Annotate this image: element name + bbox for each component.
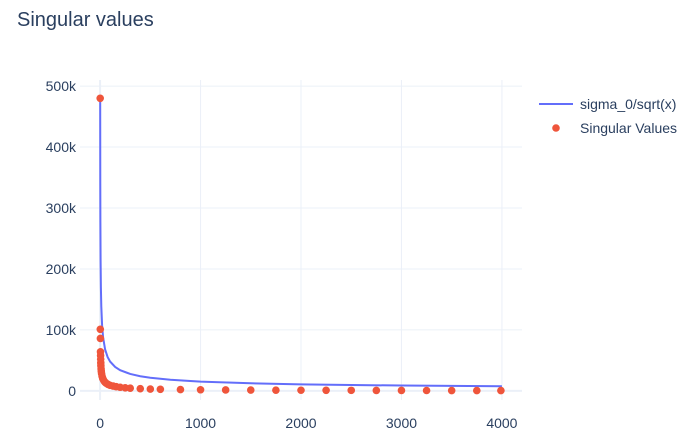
plot-area xyxy=(96,94,505,395)
data-point xyxy=(176,385,185,394)
data-point xyxy=(246,386,255,394)
x-tick-label: 4000 xyxy=(486,415,517,431)
data-point xyxy=(156,385,165,394)
data-point xyxy=(96,94,104,103)
x-tick-label: 2000 xyxy=(285,415,316,431)
data-point xyxy=(272,386,280,394)
data-point xyxy=(322,386,330,395)
data-point xyxy=(347,386,356,395)
y-tick-label: 400k xyxy=(46,139,77,155)
data-point xyxy=(96,334,105,343)
legend-item-label: sigma_0/sqrt(x) xyxy=(580,96,676,112)
data-point xyxy=(397,386,406,395)
data-point xyxy=(146,385,155,393)
data-point xyxy=(422,386,431,395)
data-point xyxy=(447,386,456,395)
data-point xyxy=(297,386,305,395)
data-point xyxy=(497,386,505,395)
data-point xyxy=(96,325,105,334)
y-tick-label: 200k xyxy=(46,261,77,277)
x-tick-label: 0 xyxy=(96,415,104,431)
y-tick-label: 0 xyxy=(68,383,76,399)
axis-ticks: 0 1000 2000 3000 4000 0 100k 200k 300k 400k 500k xyxy=(46,78,518,431)
chart-title: Singular values xyxy=(17,9,154,31)
data-point xyxy=(473,386,481,395)
x-tick-label: 3000 xyxy=(386,415,417,431)
data-point xyxy=(221,386,230,394)
data-point xyxy=(136,384,145,393)
legend[interactable]: sigma_0/sqrt(x) Singular Values xyxy=(539,96,677,136)
y-tick-label: 100k xyxy=(46,322,77,338)
series-line xyxy=(99,98,502,388)
y-tick-label: 500k xyxy=(46,78,77,94)
legend-marker-symbol xyxy=(552,124,560,132)
y-tick-label: 300k xyxy=(46,200,77,216)
legend-item-label: Singular Values xyxy=(580,120,677,136)
data-point xyxy=(372,386,381,395)
data-point xyxy=(126,384,135,392)
x-tick-label: 1000 xyxy=(185,415,216,431)
data-point xyxy=(196,385,205,394)
